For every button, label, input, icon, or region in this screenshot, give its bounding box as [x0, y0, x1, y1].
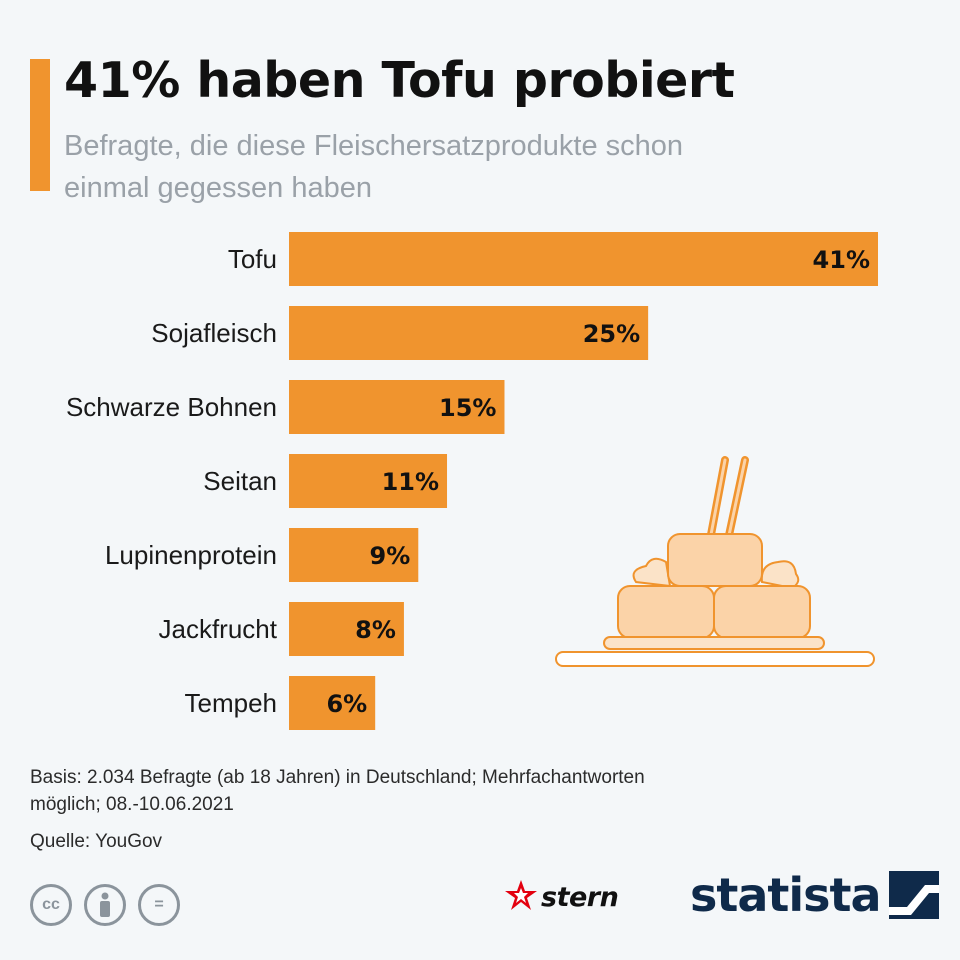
stern-star-icon — [505, 880, 537, 910]
no-derivatives-icon[interactable]: = — [138, 884, 180, 926]
license-icons[interactable]: cc = — [30, 884, 180, 926]
page-title: 41% haben Tofu probiert — [64, 52, 735, 109]
bar-tofu — [289, 232, 878, 286]
category-label: Tofu — [228, 244, 277, 274]
bar-schwarze-bohnen — [289, 380, 505, 434]
subtitle: Befragte, die diese Fleischersatzprodukt… — [64, 130, 684, 204]
statista-wordmark: statista — [690, 868, 882, 922]
category-label: Schwarze Bohnen — [66, 392, 277, 422]
value-label: 15% — [439, 394, 496, 422]
stern-wordmark: stern — [541, 881, 619, 913]
bar-sojafleisch — [289, 306, 649, 360]
bar-chart: Tofu 41% Sojafleisch 25% Schwarze Bohnen 15% S… — [66, 232, 878, 730]
bar-seitan — [289, 454, 448, 508]
category-label: Sojafleisch — [151, 318, 277, 348]
value-label: 6% — [326, 690, 367, 718]
accent-bar — [30, 59, 50, 191]
category-label: Lupinenprotein — [105, 540, 277, 570]
value-label: 9% — [370, 542, 411, 570]
value-label: 8% — [355, 616, 396, 644]
basis-note: Basis: 2.034 Befragte (ab 18 Jahren) in … — [30, 767, 645, 815]
statista-mark-icon — [888, 871, 939, 919]
bar-lupinenprotein — [289, 528, 419, 582]
stern-logo[interactable]: stern — [505, 880, 619, 914]
category-label: Tempeh — [185, 688, 278, 718]
value-label: 11% — [382, 468, 439, 496]
category-label: Jackfrucht — [159, 614, 278, 644]
category-label: Seitan — [203, 466, 277, 496]
tofu-illustration — [555, 456, 875, 667]
statista-logo[interactable]: statista — [690, 868, 939, 922]
bar-tempeh — [289, 676, 376, 730]
value-label: 41% — [813, 246, 870, 274]
attribution-icon[interactable] — [84, 884, 126, 926]
source-note: Quelle: YouGov — [30, 831, 163, 852]
cc-icon[interactable]: cc — [30, 884, 72, 926]
bar-jackfrucht — [289, 602, 404, 656]
value-label: 25% — [583, 320, 640, 348]
